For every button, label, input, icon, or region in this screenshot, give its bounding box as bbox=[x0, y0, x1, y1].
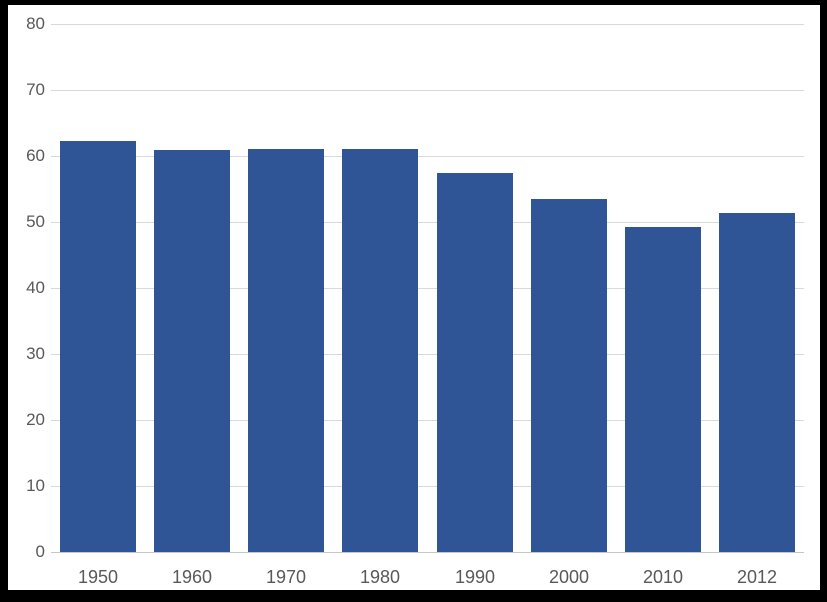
y-gridline-30 bbox=[51, 354, 804, 355]
y-gridline-60 bbox=[51, 156, 804, 157]
x-axis-tick-label-1960: 1960 bbox=[171, 567, 213, 587]
bar-1990 bbox=[437, 173, 513, 552]
y-gridline-10 bbox=[51, 486, 804, 487]
y-gridline-20 bbox=[51, 420, 804, 421]
y-axis-tick-label-10: 10 bbox=[26, 476, 45, 495]
x-axis-tick-label-2010: 2010 bbox=[642, 567, 684, 587]
x-axis-tick-label-2000: 2000 bbox=[548, 567, 590, 587]
y-axis-tick-label-20: 20 bbox=[26, 410, 45, 429]
y-gridline-80 bbox=[51, 24, 804, 25]
x-axis-tick-label-1980: 1980 bbox=[359, 567, 401, 587]
y-axis-tick-label-40: 40 bbox=[26, 278, 45, 297]
bar-1960 bbox=[154, 150, 230, 552]
x-axis-tick-label-1970: 1970 bbox=[265, 567, 307, 587]
chart-plot-area: 0 10 20 30 40 50 60 70 80 1950 1960 1970 1980 1990 200… bbox=[8, 5, 820, 590]
y-gridline-70 bbox=[51, 90, 804, 91]
x-axis-tick-label-1950: 1950 bbox=[77, 567, 119, 587]
y-gridline-50 bbox=[51, 222, 804, 223]
y-gridline-40 bbox=[51, 288, 804, 289]
bar-2012 bbox=[719, 213, 795, 552]
bar-1950 bbox=[60, 141, 136, 552]
bar-1980 bbox=[342, 149, 418, 552]
x-axis-line bbox=[51, 552, 804, 553]
y-axis-tick-label-0: 0 bbox=[35, 542, 45, 561]
bar-2000 bbox=[531, 199, 607, 552]
y-axis-tick-label-70: 70 bbox=[26, 80, 45, 99]
y-axis-tick-label-30: 30 bbox=[26, 344, 45, 363]
bar-2010 bbox=[625, 227, 701, 552]
bar-1970 bbox=[248, 149, 324, 552]
x-axis-tick-label-1990: 1990 bbox=[454, 567, 496, 587]
y-axis-tick-label-50: 50 bbox=[26, 212, 45, 231]
y-axis-tick-label-60: 60 bbox=[26, 146, 45, 165]
y-axis-tick-label-80: 80 bbox=[26, 14, 45, 33]
x-axis-tick-label-2012: 2012 bbox=[736, 567, 778, 587]
